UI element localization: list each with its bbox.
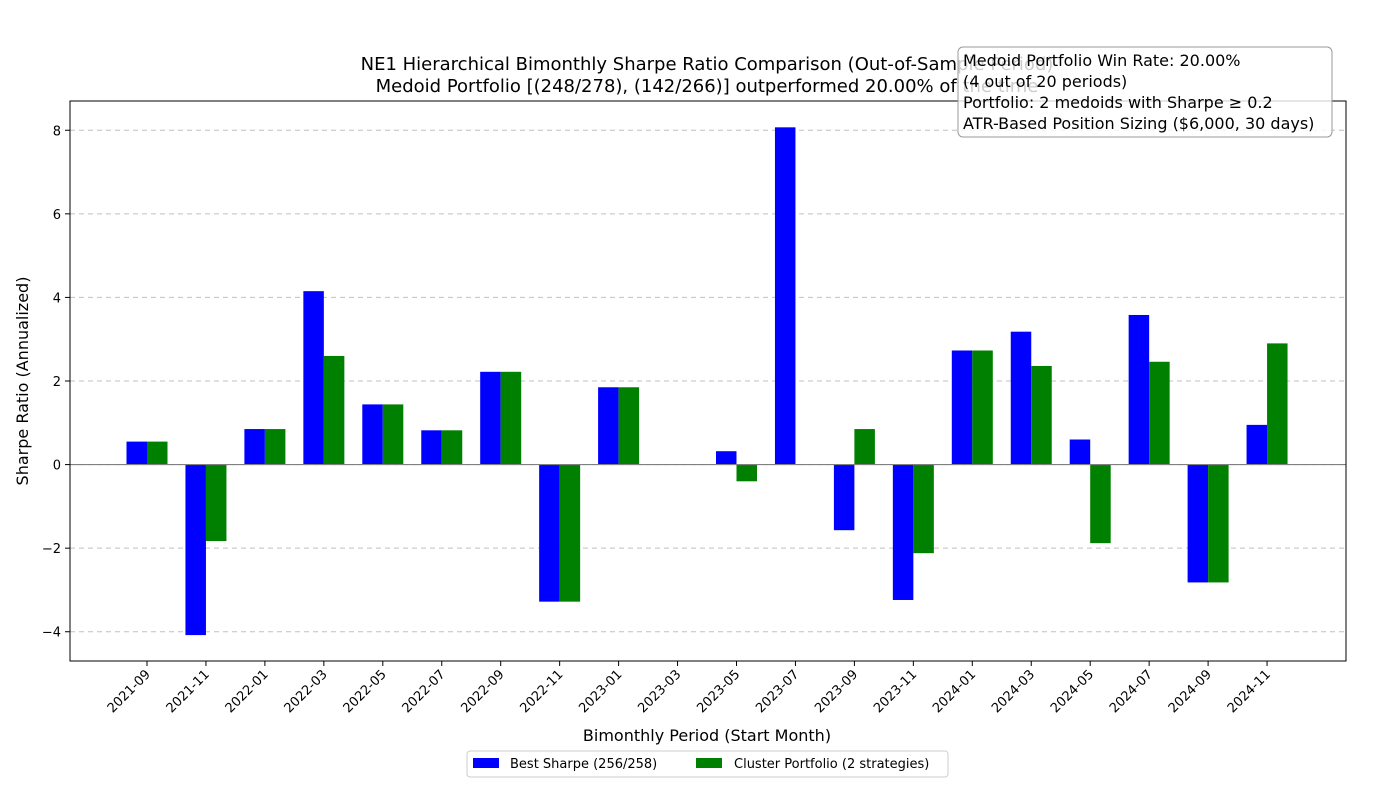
- annotation-line-3: Portfolio: 2 medoids with Sharpe ≥ 0.2: [963, 93, 1273, 112]
- x-tick-label: 2024-09: [1166, 667, 1215, 716]
- annotation-line-4: ATR-Based Position Sizing ($6,000, 30 da…: [963, 114, 1314, 133]
- legend-label-best-sharpe: Best Sharpe (256/258): [510, 757, 657, 772]
- bar-best-sharpe-2023-09: [833, 464, 855, 531]
- bar-cluster-portfolio-2022-09: [500, 371, 522, 465]
- bar-best-sharpe-2024-01: [951, 350, 973, 465]
- bar-best-sharpe-2021-11: [185, 464, 206, 636]
- bar-best-sharpe-2023-05: [716, 451, 737, 465]
- bar-best-sharpe-2024-11: [1246, 424, 1268, 465]
- x-tick-label: 2022-07: [400, 667, 449, 716]
- bar-best-sharpe-2022-05: [362, 404, 383, 465]
- bar-cluster-portfolio-2021-11: [205, 464, 227, 542]
- y-tick-label: 0: [53, 459, 61, 474]
- bar-cluster-portfolio-2024-11: [1267, 343, 1288, 465]
- x-tick-label: 2024-11: [1225, 667, 1274, 716]
- bar-best-sharpe-2024-09: [1187, 464, 1209, 583]
- bar-cluster-portfolio-2024-07: [1149, 361, 1170, 465]
- y-axis-ticks: −4 −2 0 2 4 6 8: [42, 124, 70, 641]
- x-tick-label: 2022-05: [341, 667, 390, 716]
- bar-best-sharpe-2024-07: [1128, 314, 1150, 465]
- bar-cluster-portfolio-2023-05: [736, 464, 757, 482]
- x-tick-label: 2021-11: [164, 667, 213, 716]
- x-axis-ticks: 2021-09 2021-11 2022-01 2022-03 2022-05 2022-…: [105, 661, 1274, 716]
- x-tick-label: 2022-09: [459, 667, 508, 716]
- x-tick-label: 2022-01: [223, 667, 272, 716]
- legend: Best Sharpe (256/258) Cluster Portfolio …: [466, 750, 949, 778]
- bar-best-sharpe-2023-11: [892, 464, 914, 600]
- x-tick-label: 2021-09: [105, 667, 154, 716]
- x-tick-label: 2023-11: [871, 667, 920, 716]
- y-tick-label: 6: [53, 208, 61, 223]
- bar-cluster-portfolio-2022-11: [559, 464, 581, 602]
- bar-cluster-portfolio-2022-03: [323, 355, 345, 465]
- legend-label-cluster-portfolio: Cluster Portfolio (2 strategies): [734, 757, 929, 772]
- x-tick-label: 2023-07: [753, 667, 802, 716]
- y-tick-label: −2: [42, 542, 61, 557]
- bar-cluster-portfolio-2022-05: [382, 404, 404, 465]
- x-tick-label: 2022-11: [517, 667, 566, 716]
- bar-cluster-portfolio-2024-03: [1031, 365, 1052, 465]
- bar-best-sharpe-2022-07: [421, 430, 442, 465]
- annotation-box: Medoid Portfolio Win Rate: 20.00% (4 out…: [957, 46, 1333, 138]
- annotation-line-2: (4 out of 20 periods): [963, 72, 1127, 91]
- legend-swatch-cluster-portfolio: [696, 758, 722, 768]
- bar-cluster-portfolio-2022-07: [441, 430, 463, 465]
- x-tick-label: 2024-01: [930, 667, 979, 716]
- x-axis-label: Bimonthly Period (Start Month): [583, 726, 831, 745]
- bars: [126, 127, 1288, 636]
- y-tick-label: 2: [53, 375, 61, 390]
- bar-best-sharpe-2022-09: [480, 371, 501, 465]
- bar-cluster-portfolio-2023-11: [913, 464, 934, 554]
- x-tick-label: 2023-01: [576, 667, 625, 716]
- bar-best-sharpe-2021-09: [126, 441, 147, 465]
- chart-title-line-1: NE1 Hierarchical Bimonthly Sharpe Ratio …: [361, 54, 1054, 75]
- bar-cluster-portfolio-2024-09: [1208, 464, 1229, 583]
- bar-cluster-portfolio-2023-09: [854, 429, 875, 465]
- bar-cluster-portfolio-2021-09: [147, 441, 168, 465]
- y-axis-label: Sharpe Ratio (Annualized): [13, 277, 32, 486]
- bar-cluster-portfolio-2023-01: [618, 387, 640, 465]
- bar-best-sharpe-2024-03: [1010, 331, 1032, 465]
- x-tick-label: 2023-09: [812, 667, 861, 716]
- bar-best-sharpe-2022-03: [303, 291, 324, 465]
- y-tick-label: 4: [53, 291, 61, 306]
- y-tick-label: −4: [42, 626, 61, 641]
- bar-cluster-portfolio-2024-01: [972, 350, 993, 465]
- legend-swatch-best-sharpe: [473, 758, 499, 768]
- annotation-line-1: Medoid Portfolio Win Rate: 20.00%: [963, 51, 1241, 70]
- x-tick-label: 2024-03: [989, 667, 1038, 716]
- bar-cluster-portfolio-2024-05: [1090, 464, 1111, 544]
- x-tick-label: 2024-05: [1048, 667, 1097, 716]
- bar-best-sharpe-2022-11: [539, 464, 560, 602]
- bar-best-sharpe-2022-01: [244, 429, 265, 465]
- bar-best-sharpe-2023-01: [598, 387, 619, 465]
- x-tick-label: 2023-03: [635, 667, 684, 716]
- x-tick-label: 2022-03: [282, 667, 331, 716]
- y-tick-label: 8: [53, 124, 61, 139]
- chart-title-line-2: Medoid Portfolio [(248/278), (142/266)] …: [376, 76, 1039, 97]
- x-tick-label: 2023-05: [694, 667, 743, 716]
- bar-cluster-portfolio-2022-01: [264, 429, 286, 465]
- x-tick-label: 2024-07: [1107, 667, 1156, 716]
- bar-best-sharpe-2023-07: [774, 127, 796, 465]
- bar-best-sharpe-2024-05: [1069, 439, 1091, 465]
